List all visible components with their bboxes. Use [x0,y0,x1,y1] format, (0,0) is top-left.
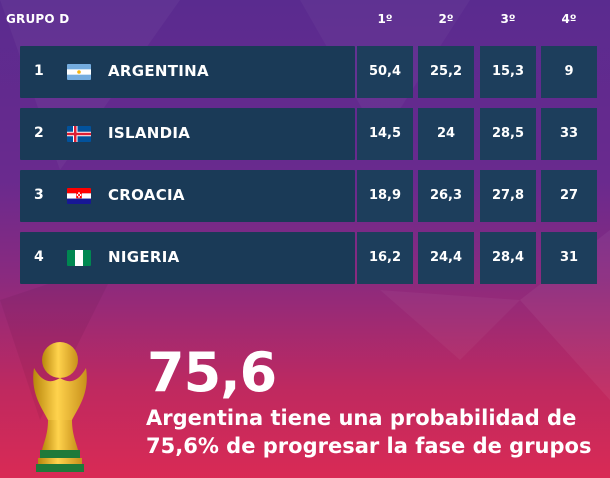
prob-cell-1: 50,4 [357,46,413,98]
iceland-flag-icon [67,126,91,142]
prob-cell-4: 33 [541,108,597,160]
team-name: NIGERIA [108,248,180,266]
highlight-caption: Argentina tiene una probabilidad de 75,6… [146,404,596,460]
position-header-4: 4º [561,12,577,26]
team-name: ISLANDIA [108,124,191,142]
prob-cell-3: 28,5 [480,108,536,160]
prob-cell-2: 25,2 [418,46,474,98]
prob-cell-2: 26,3 [418,170,474,222]
caption-line-2: 75,6% de progresar la fase de grupos [146,434,592,458]
team-row-nigeria: 4 NIGERIA 16,2 24,4 28,4 31 [20,232,600,284]
team-row-croacia: 3 CROACIA 18,9 26,3 27,8 27 [20,170,600,222]
prob-cell-1: 14,5 [357,108,413,160]
position-header-3: 3º [500,12,516,26]
prob-cell-4: 27 [541,170,597,222]
world-cup-trophy-icon [33,342,87,472]
team-row-islandia: 2 ISLANDIA 14,5 24 28,5 33 [20,108,600,160]
team-rank: 3 [34,187,44,203]
nigeria-flag-icon [67,250,91,266]
croatia-flag-icon [67,188,91,204]
caption-line-1: Argentina tiene una probabilidad de [146,406,577,430]
prob-cell-3: 15,3 [480,46,536,98]
prob-cell-3: 27,8 [480,170,536,222]
team-row-argentina: 1 ARGENTINA 50,4 25,2 15,3 9 [20,46,600,98]
team-name: ARGENTINA [108,62,209,80]
prob-cell-3: 28,4 [480,232,536,284]
prob-cell-1: 16,2 [357,232,413,284]
position-header-2: 2º [438,12,454,26]
team-rank: 2 [34,125,44,141]
prob-cell-4: 9 [541,46,597,98]
team-rank: 4 [34,249,44,265]
team-rank: 1 [34,63,44,79]
argentina-flag-icon [67,64,91,80]
prob-cell-2: 24 [418,108,474,160]
prob-cell-1: 18,9 [357,170,413,222]
position-header-1: 1º [377,12,393,26]
group-title: GRUPO D [6,12,70,26]
highlight-value: 75,6 [147,341,277,404]
team-name: CROACIA [108,186,185,204]
prob-cell-2: 24,4 [418,232,474,284]
prob-cell-4: 31 [541,232,597,284]
